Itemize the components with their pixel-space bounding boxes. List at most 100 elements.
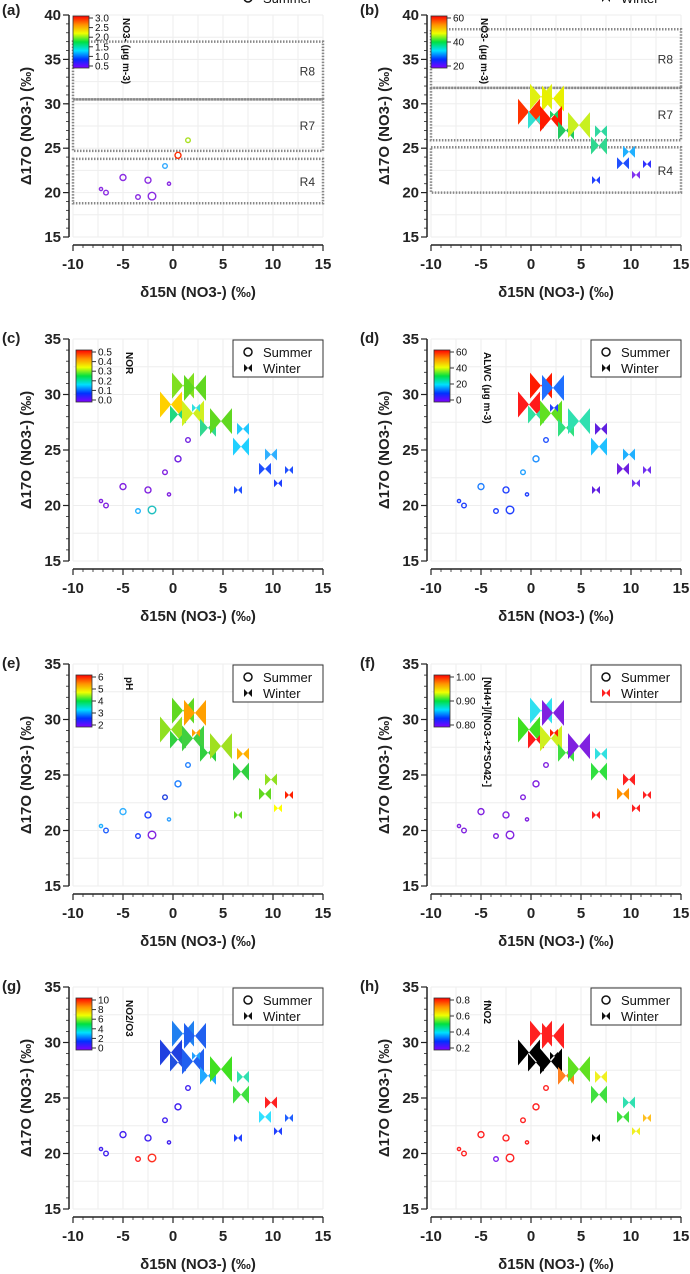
colorbar-tick-label: 40: [453, 38, 465, 49]
winter-point: [542, 1022, 564, 1049]
y-tick-label: 20: [44, 823, 61, 840]
winter-point: [632, 804, 640, 813]
colorbar-tick-label: 0.4: [456, 1028, 470, 1039]
panel-label: (e): [2, 655, 20, 672]
x-tick-label: 5: [577, 905, 585, 922]
legend-box: [590, 339, 682, 378]
y-tick-label: 25: [44, 140, 61, 157]
x-tick-label: 15: [673, 905, 690, 922]
y-tick-label: 20: [402, 185, 419, 202]
x-tick-label: 5: [577, 580, 585, 597]
y-tick-label: 25: [402, 140, 419, 157]
colorbar-tick-label: 1.00: [456, 673, 476, 684]
winter-point: [160, 391, 182, 418]
summer-point: [502, 486, 510, 494]
winter-point: [184, 374, 206, 401]
legend-item-winter: Winter: [602, 1009, 659, 1024]
y-tick-label: 35: [402, 656, 419, 673]
legend-winter-marker: [244, 364, 252, 372]
x-tick-label: 15: [315, 580, 332, 597]
summer-point: [161, 794, 168, 801]
winter-point: [274, 1127, 282, 1136]
colorbar-tick-label: 3.0: [95, 14, 109, 25]
winter-point: [274, 804, 282, 813]
y-tick-label: 30: [44, 712, 61, 729]
summer-point: [460, 502, 467, 509]
x-tick-label: 15: [315, 1228, 332, 1245]
summer-point: [119, 807, 127, 816]
x-tick-label: 0: [527, 256, 535, 273]
y-tick-label: 35: [44, 331, 61, 348]
panel-label: (b): [360, 2, 379, 19]
region-label: R8: [658, 53, 674, 67]
winter-point: [591, 762, 607, 781]
y-tick-label: 25: [44, 1090, 61, 1107]
x-tick-label: 10: [265, 256, 282, 273]
legend-label: Summer: [621, 670, 671, 685]
legend-label: Summer: [263, 993, 313, 1008]
colorbar-tick-label: 1.5: [95, 42, 109, 53]
y-axis-title: Δ17O (NO3-) (‰): [18, 67, 35, 185]
summer-point: [505, 505, 515, 515]
colorbar-title: NO3- (μg m-3): [478, 18, 489, 84]
x-tick-label: 0: [169, 1228, 177, 1245]
colorbar-tick-label: 60: [453, 14, 465, 25]
winter-point: [632, 170, 640, 179]
y-tick-label: 20: [402, 1146, 419, 1163]
colorbar-tick-label: 5: [98, 685, 104, 696]
x-tick-label: 10: [265, 580, 282, 597]
winter-point: [210, 733, 232, 760]
colorbar-tick-label: 20: [453, 62, 465, 73]
x-tick-label: 10: [623, 580, 640, 597]
summer-point: [184, 437, 191, 444]
winter-point: [558, 743, 574, 762]
legend-label: Winter: [621, 0, 659, 6]
colorbar-title: ALWC (μg m-3): [481, 352, 492, 424]
y-axis-title: Δ17O (NO3-) (‰): [376, 391, 393, 509]
y-axis-title: Δ17O (NO3-) (‰): [18, 716, 35, 834]
y-tick-label: 40: [402, 7, 419, 24]
colorbar-tick-label: 4: [98, 697, 104, 708]
winter-point: [568, 408, 590, 435]
x-tick-label: 15: [673, 256, 690, 273]
winter-point: [643, 160, 651, 169]
colorbar-tick-label: 2.5: [95, 23, 109, 34]
winter-point: [192, 728, 200, 737]
legend-item-summer: Summer: [601, 993, 671, 1008]
region-box-r7: [429, 86, 683, 142]
winter-point: [595, 125, 607, 138]
y-tick-label: 20: [44, 185, 61, 202]
summer-point: [166, 492, 172, 497]
winter-point: [617, 462, 629, 475]
x-tick-label: -10: [62, 256, 84, 273]
colorbar-tick-label: 0.1: [98, 386, 112, 397]
legend-summer-marker: [601, 995, 611, 1005]
y-tick-label: 35: [44, 51, 61, 68]
x-axis-title: δ15N (NO3-) (‰): [498, 284, 614, 301]
summer-point: [98, 823, 104, 829]
summer-point: [542, 762, 549, 769]
legend-summer-marker: [243, 347, 253, 357]
colorbar-tick-label: 0.80: [456, 721, 476, 732]
winter-point: [265, 1096, 277, 1109]
legend-label: Winter: [263, 1009, 301, 1024]
legend-item-summer: Summer: [601, 670, 671, 685]
summer-point: [147, 505, 157, 515]
winter-point: [595, 1070, 607, 1083]
winter-point: [259, 1110, 271, 1123]
region-label: R7: [300, 119, 316, 133]
summer-point: [144, 811, 152, 819]
chart-panel-h: -10 -5 0 5 10 15 15 20 25 30 35 δ15N (NO3-) (‰) Δ17O…: [360, 978, 689, 1273]
region-label: R4: [300, 175, 316, 189]
x-tick-label: -10: [62, 1228, 84, 1245]
colorbar-tick-label: 0.0: [98, 396, 112, 407]
y-tick-label: 35: [402, 331, 419, 348]
legend-label: Summer: [621, 993, 671, 1008]
winter-point: [592, 176, 600, 185]
y-tick-label: 25: [44, 767, 61, 784]
legend-item-winter: Winter: [244, 686, 301, 701]
x-axis-title: δ15N (NO3-) (‰): [498, 608, 614, 625]
winter-point: [233, 1085, 249, 1104]
winter-point: [518, 1039, 540, 1066]
